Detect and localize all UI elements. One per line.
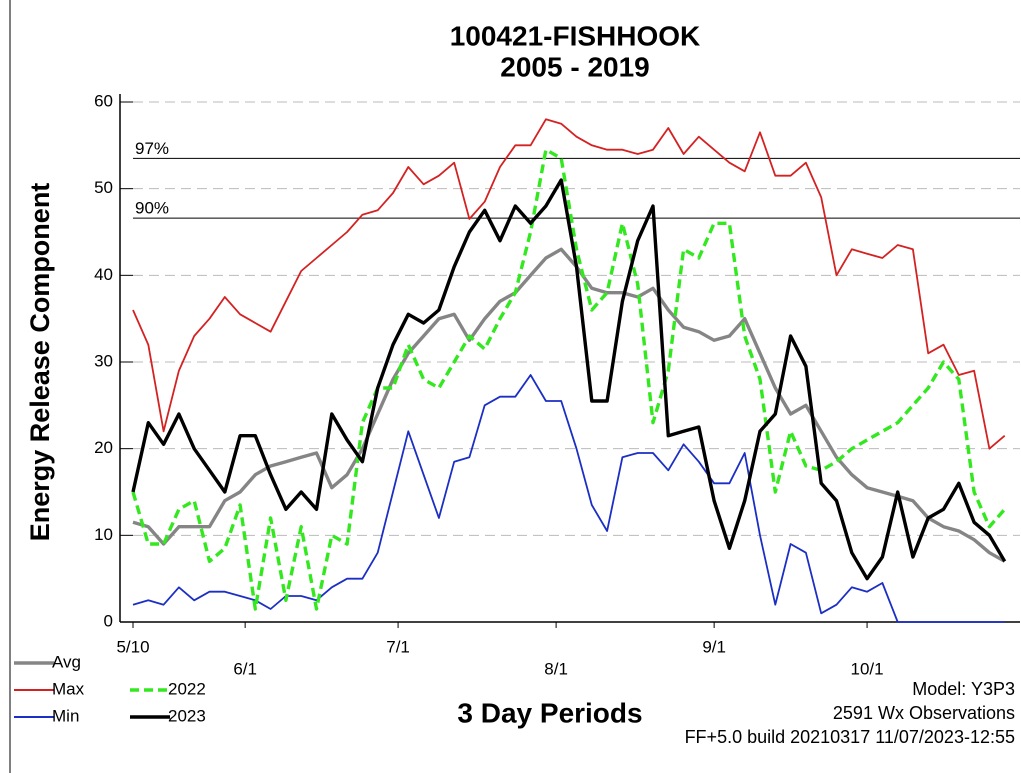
- x-tick-label: 9/1: [702, 637, 726, 656]
- x-tick-label: 7/1: [386, 637, 410, 656]
- y-tick-label: 20: [94, 438, 113, 457]
- y-axis-label: Energy Release Component: [25, 183, 55, 542]
- chart-subtitle: 2005 - 2019: [500, 51, 649, 82]
- y-tick-label: 50: [94, 178, 113, 197]
- y-tick-label: 0: [104, 611, 113, 630]
- footer-note: FF+5.0 build 20210317 11/07/2023-12:55: [685, 727, 1015, 747]
- legend-label: 2022: [168, 679, 206, 698]
- y-tick-label: 60: [94, 91, 113, 110]
- x-tick-label: 6/1: [233, 659, 257, 678]
- series-line: [132, 374, 1005, 623]
- chart-title: 100421-FISHHOOK: [450, 20, 701, 51]
- y-tick-label: 10: [94, 525, 113, 544]
- series-line: [131, 178, 1007, 581]
- threshold-label: 90%: [135, 199, 169, 218]
- y-tick-label: 30: [94, 351, 113, 370]
- series-line: [132, 247, 1006, 563]
- legend-label: Max: [52, 679, 85, 698]
- y-tick-label: 40: [94, 265, 113, 284]
- footer-note: 2591 Wx Observations: [833, 703, 1015, 723]
- footer-note: Model: Y3P3: [912, 679, 1015, 699]
- legend-label: Min: [52, 706, 79, 725]
- series-line: [131, 148, 1006, 611]
- x-tick-label: 5/10: [116, 637, 149, 656]
- legend-label: 2023: [168, 706, 206, 725]
- x-tick-label: 10/1: [851, 659, 884, 678]
- x-tick-label: 8/1: [544, 659, 568, 678]
- x-axis-label: 3 Day Periods: [457, 697, 642, 728]
- threshold-label: 97%: [135, 139, 169, 158]
- series-line: [132, 118, 1006, 450]
- legend-label: Avg: [52, 652, 81, 671]
